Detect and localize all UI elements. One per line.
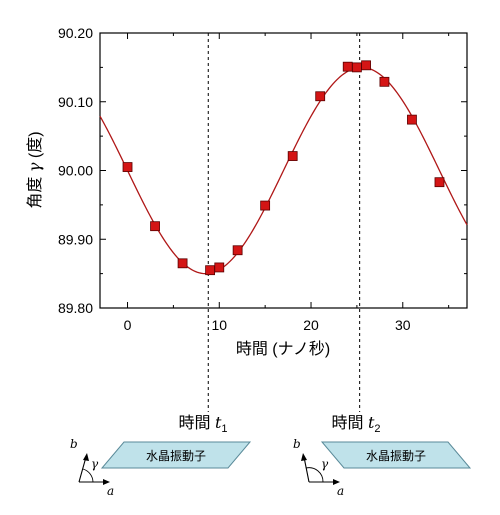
axis-b-arrowhead-1 <box>83 453 89 461</box>
crystal-shape-2 <box>320 441 472 469</box>
y-tick-label: 89.80 <box>58 300 93 316</box>
time-label-t1-symbol: t <box>215 413 222 432</box>
axis-a-letter-1: a <box>107 484 114 498</box>
data-point <box>351 62 362 73</box>
data-point <box>342 61 353 72</box>
data-point <box>232 245 243 256</box>
data-point <box>260 200 271 211</box>
x-axis-label: 時間 (ナノ秒) <box>236 340 330 358</box>
axis-b-arrow-1 <box>78 456 87 483</box>
data-point <box>361 60 371 71</box>
y-label-symbol: γ <box>25 162 44 172</box>
data-point <box>150 221 160 232</box>
y-axis-ticks: 89.80 89.90 90.00 90.10 90.20 <box>58 25 467 316</box>
x-tick-label: 20 <box>303 317 319 333</box>
axis-b-letter-2: b <box>293 437 301 451</box>
axis-a-arrowhead-1 <box>103 479 110 485</box>
data-point <box>407 114 417 125</box>
y-tick-label: 90.20 <box>58 25 93 41</box>
crystal-shape-1 <box>100 441 252 469</box>
y-tick-label: 89.90 <box>58 231 93 247</box>
time-label-t1: 時間 t1 <box>178 413 227 435</box>
crystal-label-1: 水晶振動子 <box>146 449 206 463</box>
time-label-t2-sub: 2 <box>374 423 380 435</box>
data-point <box>205 265 216 276</box>
axis-a-arrowhead-2 <box>333 479 340 485</box>
data-point <box>214 262 225 273</box>
y-tick-label: 90.10 <box>58 94 93 110</box>
angle-arc-2 <box>305 467 324 483</box>
crystal-diagram-1: 水晶振動子 b γ a <box>70 437 252 498</box>
time-label-t2-symbol: t <box>368 413 375 432</box>
angle-letter-1: γ <box>91 457 99 471</box>
data-point <box>287 151 298 161</box>
time-label-t2-text: 時間 <box>331 414 363 432</box>
y-label-unit: (度) <box>26 131 44 158</box>
data-points <box>122 60 445 276</box>
axis-b-arrowhead-2 <box>301 453 307 461</box>
x-tick-label: 0 <box>124 317 132 333</box>
time-label-t2: 時間 t2 <box>331 413 380 435</box>
data-point <box>177 258 188 269</box>
crystal-label-2: 水晶振動子 <box>366 449 426 463</box>
axis-b-arrow-2 <box>303 456 310 483</box>
angle-arc-1 <box>82 468 94 483</box>
axis-b-letter-1: b <box>70 437 78 451</box>
crystal-diagram-2: 水晶振動子 b γ a <box>293 437 472 498</box>
angle-letter-2: γ <box>321 457 329 471</box>
data-point <box>434 177 445 188</box>
y-label-main: 角度 <box>26 177 44 209</box>
time-label-t1-text: 時間 <box>178 414 210 432</box>
data-point <box>315 91 326 102</box>
axis-a-letter-2: a <box>337 484 344 498</box>
x-axis-ticks: 0 10 20 30 <box>124 33 450 333</box>
fit-curve <box>99 66 468 275</box>
time-label-t1-sub: 1 <box>221 423 227 435</box>
x-tick-label: 30 <box>395 317 411 333</box>
data-point <box>379 76 390 87</box>
y-axis-label: 角度 γ (度) <box>25 131 44 208</box>
data-point <box>122 162 133 172</box>
x-tick-label: 10 <box>211 317 227 333</box>
y-tick-label: 90.00 <box>58 163 93 179</box>
